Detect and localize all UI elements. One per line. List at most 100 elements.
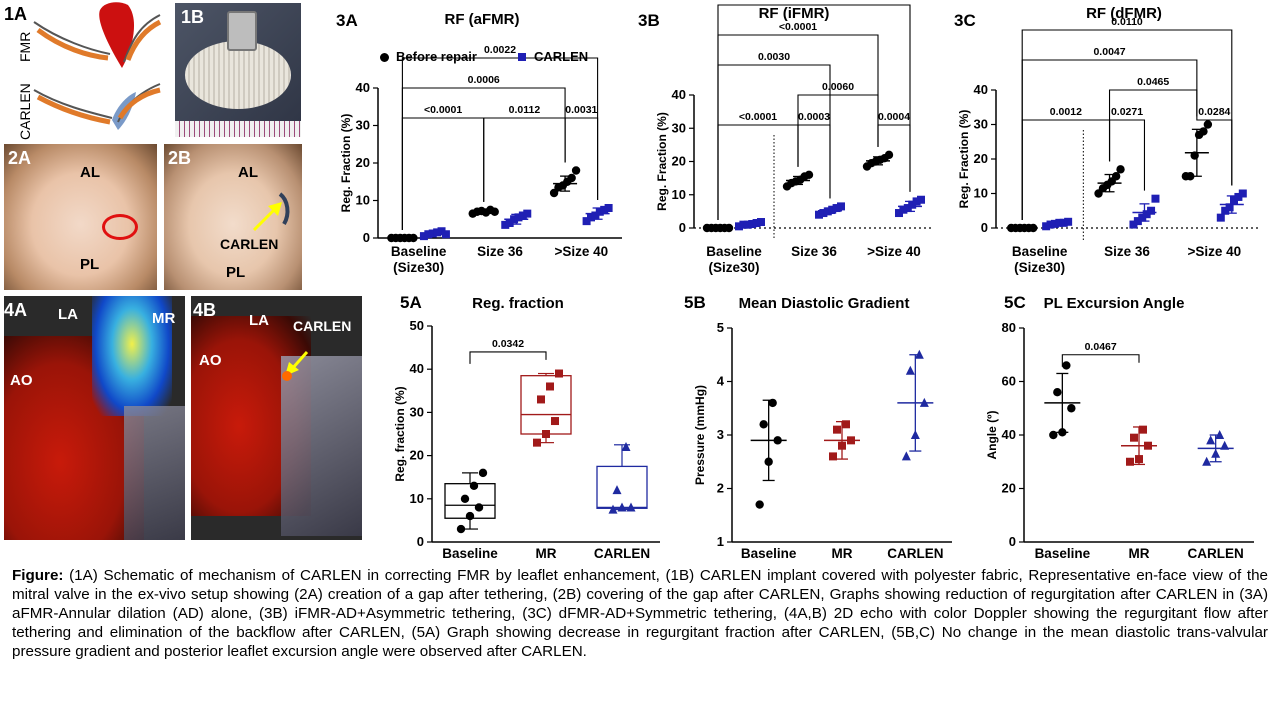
figure-caption: Figure: (1A) Schematic of mechanism of C… [12, 566, 1268, 661]
significance-bracket [1061, 354, 1140, 367]
p-value-label: 0.0030 [758, 51, 790, 63]
data-point [1199, 127, 1208, 136]
data-point [591, 211, 600, 220]
gap-circle [102, 214, 138, 240]
data-point [804, 170, 814, 179]
data-point [1234, 192, 1243, 201]
data-point [533, 438, 541, 447]
x-tick-label: Baseline [741, 546, 797, 561]
panel-2b-label: 2B [168, 148, 192, 168]
x-tick-label: CARLEN [1188, 546, 1244, 561]
arrow-icon [282, 351, 309, 381]
data-point [739, 220, 748, 229]
data-point [409, 233, 418, 243]
data-point [604, 204, 613, 212]
carlen-label-4b: CARLEN [293, 318, 352, 334]
panel-4b-echo: 4B LA CARLEN AO [191, 296, 362, 540]
data-point [748, 220, 757, 229]
data-point [1142, 210, 1151, 219]
data-point [617, 502, 627, 512]
significance-bracket [1108, 89, 1198, 162]
significance-bracket [797, 94, 879, 167]
p-value-label: 0.0004 [878, 111, 910, 123]
chart-title: RF (iFMR) [759, 5, 830, 22]
y-tick-label: 10 [672, 187, 686, 202]
data-point [828, 205, 837, 214]
chart-3a: 3A RF (aFMR) 0 10 20 30 40 Reg. Fraction (%) Bas… [336, 11, 622, 275]
data-point [428, 229, 437, 238]
data-point [724, 223, 734, 233]
data-point [833, 425, 841, 434]
y-tick-label: 10 [410, 491, 424, 506]
y-tick-label: 20 [1002, 481, 1016, 496]
panel-1a-label: 1A [4, 4, 28, 24]
panel-label-5B: 5B [684, 293, 706, 312]
x-tick-label: (Size30) [708, 260, 759, 275]
y-tick-label: 20 [356, 155, 370, 170]
chart-title: Mean Diastolic Gradient [739, 295, 910, 312]
data-point [768, 398, 777, 408]
y-tick-label: 30 [974, 117, 988, 132]
implant-body [185, 41, 291, 109]
data-point [537, 395, 545, 404]
data-point [842, 420, 850, 429]
y-tick-label: 0 [1009, 534, 1016, 549]
data-point [626, 502, 636, 512]
significance-bracket [469, 351, 547, 364]
y-tick-label: 1 [717, 534, 724, 549]
data-point [1206, 435, 1216, 445]
y-tick-label: 0 [679, 220, 686, 235]
pl-label-2b: PL [226, 264, 246, 281]
data-point [1138, 213, 1147, 222]
data-point [1053, 388, 1062, 397]
x-tick-label: Size 36 [477, 244, 523, 259]
data-point [567, 173, 576, 183]
data-point [1221, 206, 1230, 215]
fmr-schematic: FMR CARLEN [17, 2, 162, 140]
data-point [735, 222, 743, 231]
p-value-label: 0.0284 [1198, 106, 1230, 118]
data-point [759, 420, 768, 429]
data-point [1203, 120, 1213, 129]
data-point [621, 441, 631, 451]
x-tick-label: >Size 40 [867, 244, 921, 259]
panel-label-3A: 3A [336, 11, 358, 30]
x-tick-label: CARLEN [887, 546, 943, 561]
caption-text: (1A) Schematic of mechanism of CARLEN in… [12, 567, 1268, 660]
data-point [908, 200, 917, 209]
panel-4b-label: 4B [193, 300, 217, 320]
chart-title: Reg. fraction [472, 295, 564, 312]
y-tick-label: 40 [672, 87, 686, 102]
x-tick-label: Baseline [1012, 244, 1068, 259]
data-point [1144, 441, 1152, 450]
x-tick-label: Baseline [706, 244, 762, 259]
tissue-4a [124, 406, 185, 540]
chart-5b: 5B Mean Diastolic Gradient 1 2 3 4 5 Pressure (… [684, 293, 952, 561]
data-point [1238, 189, 1247, 198]
data-point [1186, 172, 1195, 181]
data-point [1029, 223, 1038, 233]
data-point [917, 195, 925, 204]
panel-label-3C: 3C [954, 11, 976, 30]
data-point [899, 205, 908, 214]
y-tick-label: 40 [410, 361, 424, 376]
y-tick-label: 3 [717, 427, 724, 442]
p-value-label: <0.0001 [739, 111, 777, 123]
data-point [1067, 404, 1076, 413]
data-point [884, 150, 894, 160]
data-point [523, 209, 532, 218]
x-tick-label: >Size 40 [1187, 244, 1241, 259]
arrow-icon [252, 192, 290, 232]
carlen-text: CARLEN [17, 83, 33, 140]
data-point [752, 219, 761, 228]
legend-before-label: Before repair [396, 49, 477, 64]
data-point [424, 230, 433, 239]
y-tick-label: 0 [981, 220, 988, 235]
p-value-label: 0.0465 [1137, 76, 1169, 88]
data-point [847, 436, 855, 445]
data-point [1049, 430, 1058, 440]
x-tick-label: (Size30) [1014, 260, 1065, 275]
data-point [514, 213, 523, 222]
p-value-label: 0.0271 [1111, 106, 1143, 118]
